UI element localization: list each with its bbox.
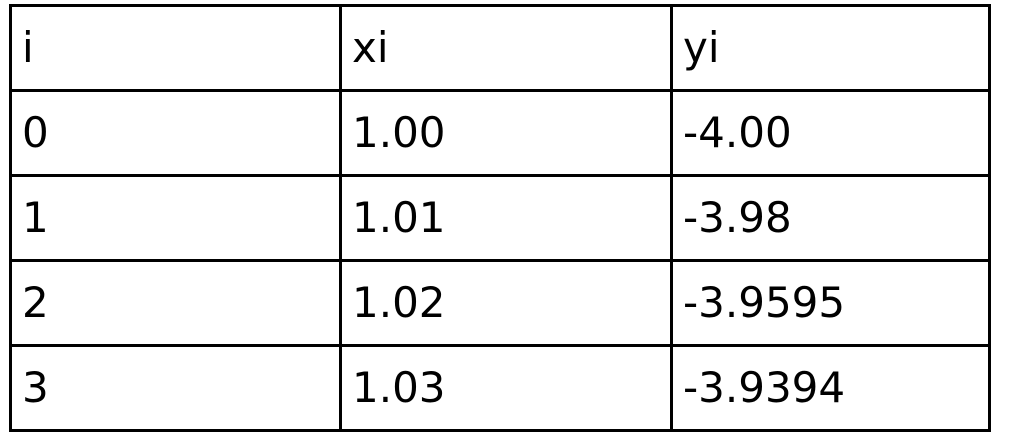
table-cell-yi: -4.00 (670, 89, 991, 177)
table-cell-xi: 1.03 (339, 344, 673, 432)
table-row: 2 1.02 -3.9595 (9, 259, 991, 347)
table-cell-i: 1 (9, 174, 342, 262)
table-cell-xi: 1.01 (339, 174, 673, 262)
table-cell-i: 3 (9, 344, 342, 432)
table-cell-xi: 1.00 (339, 89, 673, 177)
header-cell-i: i (9, 4, 342, 92)
table-cell-i: 0 (9, 89, 342, 177)
data-table-container: i xi yi 0 1.00 -4.00 1 1.01 -3.98 2 1.02… (9, 4, 991, 432)
table-row: 1 1.01 -3.98 (9, 174, 991, 262)
header-cell-yi: yi (670, 4, 991, 92)
table-header-row: i xi yi (9, 4, 991, 92)
table-row: 3 1.03 -3.9394 (9, 344, 991, 432)
table-cell-i: 2 (9, 259, 342, 347)
table-row: 0 1.00 -4.00 (9, 89, 991, 177)
table-cell-yi: -3.9394 (670, 344, 991, 432)
table-cell-yi: -3.9595 (670, 259, 991, 347)
header-cell-xi: xi (339, 4, 673, 92)
data-table: i xi yi 0 1.00 -4.00 1 1.01 -3.98 2 1.02… (9, 4, 991, 432)
table-cell-yi: -3.98 (670, 174, 991, 262)
table-cell-xi: 1.02 (339, 259, 673, 347)
